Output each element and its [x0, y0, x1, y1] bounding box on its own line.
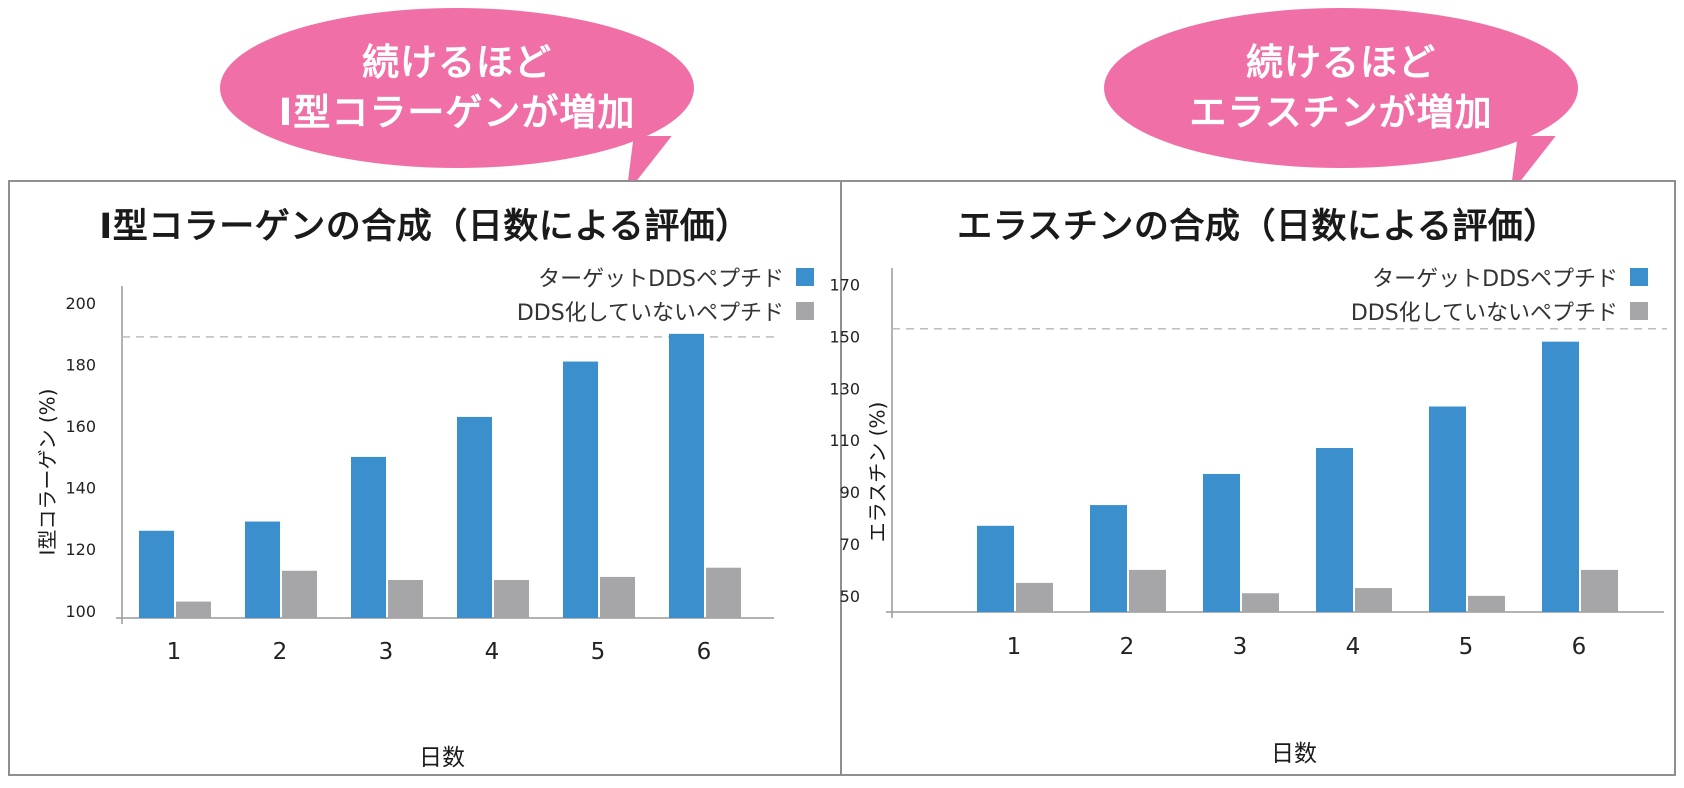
chart-title: Ⅰ型コラーゲンの合成（日数による評価）	[99, 207, 751, 247]
bar-untargeted-2	[282, 570, 317, 618]
bar-untargeted-2	[1129, 569, 1166, 612]
x-tick-label: 3	[1233, 634, 1248, 660]
callout-bubble-elastin: 続けるほど エラスチンが増加	[1104, 8, 1578, 194]
callout-line-2: エラスチンが増加	[1189, 91, 1493, 134]
x-tick-label: 1	[167, 639, 182, 665]
bar-targeted-2	[245, 521, 280, 618]
legend-item-untargeted: DDS化していないペプチド	[517, 294, 814, 328]
callout-line-1: 続けるほど	[362, 41, 552, 84]
bar-untargeted-6	[1581, 569, 1618, 612]
y-tick-label: 170	[829, 276, 860, 295]
bar-untargeted-6	[706, 567, 741, 618]
bar-targeted-2	[1090, 505, 1127, 612]
y-tick-label: 70	[840, 535, 860, 554]
legend-item-targeted: ターゲットDDSペプチド	[1351, 260, 1648, 294]
elastin-chart-panel: エラスチンの合成（日数による評価） ターゲットDDSペプチド DDS化していない…	[829, 180, 1676, 776]
bar-untargeted-1	[176, 601, 211, 618]
bar-targeted-3	[1203, 473, 1240, 612]
callout-bubble-collagen: 続けるほど Ⅰ型コラーゲンが増加	[220, 8, 694, 194]
legend-item-untargeted: DDS化していないペプチド	[1351, 294, 1648, 328]
y-tick-label: 90	[840, 483, 860, 502]
legend-swatch-untargeted	[796, 302, 814, 320]
legend-swatch-targeted	[1630, 268, 1648, 286]
bar-untargeted-5	[600, 576, 635, 618]
y-tick-label: 160	[65, 417, 96, 436]
bar-untargeted-3	[1242, 593, 1279, 612]
legend-label-targeted: ターゲットDDSペプチド	[538, 267, 784, 292]
bar-targeted-5	[563, 361, 598, 618]
chart-title: エラスチンの合成（日数による評価）	[957, 207, 1559, 247]
x-tick-label: 6	[697, 639, 712, 665]
x-tick-label: 4	[485, 639, 500, 665]
bar-untargeted-3	[388, 580, 423, 618]
x-tick-label: 2	[1120, 634, 1135, 660]
bar-targeted-4	[1316, 448, 1353, 612]
bar-targeted-5	[1429, 406, 1466, 612]
elastin-bar-chart: 50 70 90 110 130 150 170 1 2 3 4 5 6	[829, 268, 1667, 660]
chart-legend: ターゲットDDSペプチド DDS化していないペプチド	[1351, 260, 1648, 328]
bar-untargeted-1	[1016, 582, 1053, 612]
y-tick-label: 150	[829, 327, 860, 346]
bar-targeted-1	[977, 525, 1014, 612]
x-axis-label: 日数	[419, 745, 465, 771]
callout-line-2: Ⅰ型コラーゲンが増加	[278, 91, 636, 134]
y-tick-label: 130	[829, 379, 860, 398]
bar-targeted-6	[1542, 341, 1579, 612]
y-tick-label: 200	[65, 294, 96, 313]
legend-swatch-untargeted	[1630, 302, 1648, 320]
bar-targeted-6	[669, 333, 704, 618]
bar-targeted-3	[351, 456, 386, 618]
collagen-chart-panel: Ⅰ型コラーゲンの合成（日数による評価） ターゲットDDSペプチド DDS化してい…	[8, 180, 842, 776]
bar-targeted-4	[457, 416, 492, 618]
legend-swatch-targeted	[796, 268, 814, 286]
bar-targeted-1	[139, 530, 174, 618]
x-tick-label: 1	[1007, 634, 1022, 660]
bar-untargeted-4	[1355, 588, 1392, 612]
legend-label-targeted: ターゲットDDSペプチド	[1372, 267, 1618, 292]
x-tick-label: 4	[1346, 634, 1361, 660]
y-tick-label: 120	[65, 540, 96, 559]
x-tick-label: 5	[1459, 634, 1474, 660]
x-tick-label: 3	[379, 639, 394, 665]
y-tick-label: 180	[65, 356, 96, 375]
x-tick-label: 2	[273, 639, 288, 665]
x-tick-label: 6	[1572, 634, 1587, 660]
y-tick-label: 50	[840, 587, 860, 606]
y-tick-label: 100	[65, 602, 96, 621]
y-tick-label: 110	[829, 431, 860, 450]
bar-untargeted-5	[1468, 595, 1505, 612]
x-tick-label: 5	[591, 639, 606, 665]
x-axis-label: 日数	[1271, 741, 1317, 767]
legend-label-untargeted: DDS化していないペプチド	[516, 301, 784, 326]
legend-label-untargeted: DDS化していないペプチド	[1350, 301, 1618, 326]
collagen-bar-chart: 100 120 140 160 180 200 1 2 3 4 5 6	[65, 286, 780, 665]
legend-item-targeted: ターゲットDDSペプチド	[517, 260, 814, 294]
callout-line-1: 続けるほど	[1246, 41, 1436, 84]
chart-legend: ターゲットDDSペプチド DDS化していないペプチド	[517, 260, 814, 328]
bar-untargeted-4	[494, 580, 529, 618]
y-tick-label: 140	[65, 479, 96, 498]
